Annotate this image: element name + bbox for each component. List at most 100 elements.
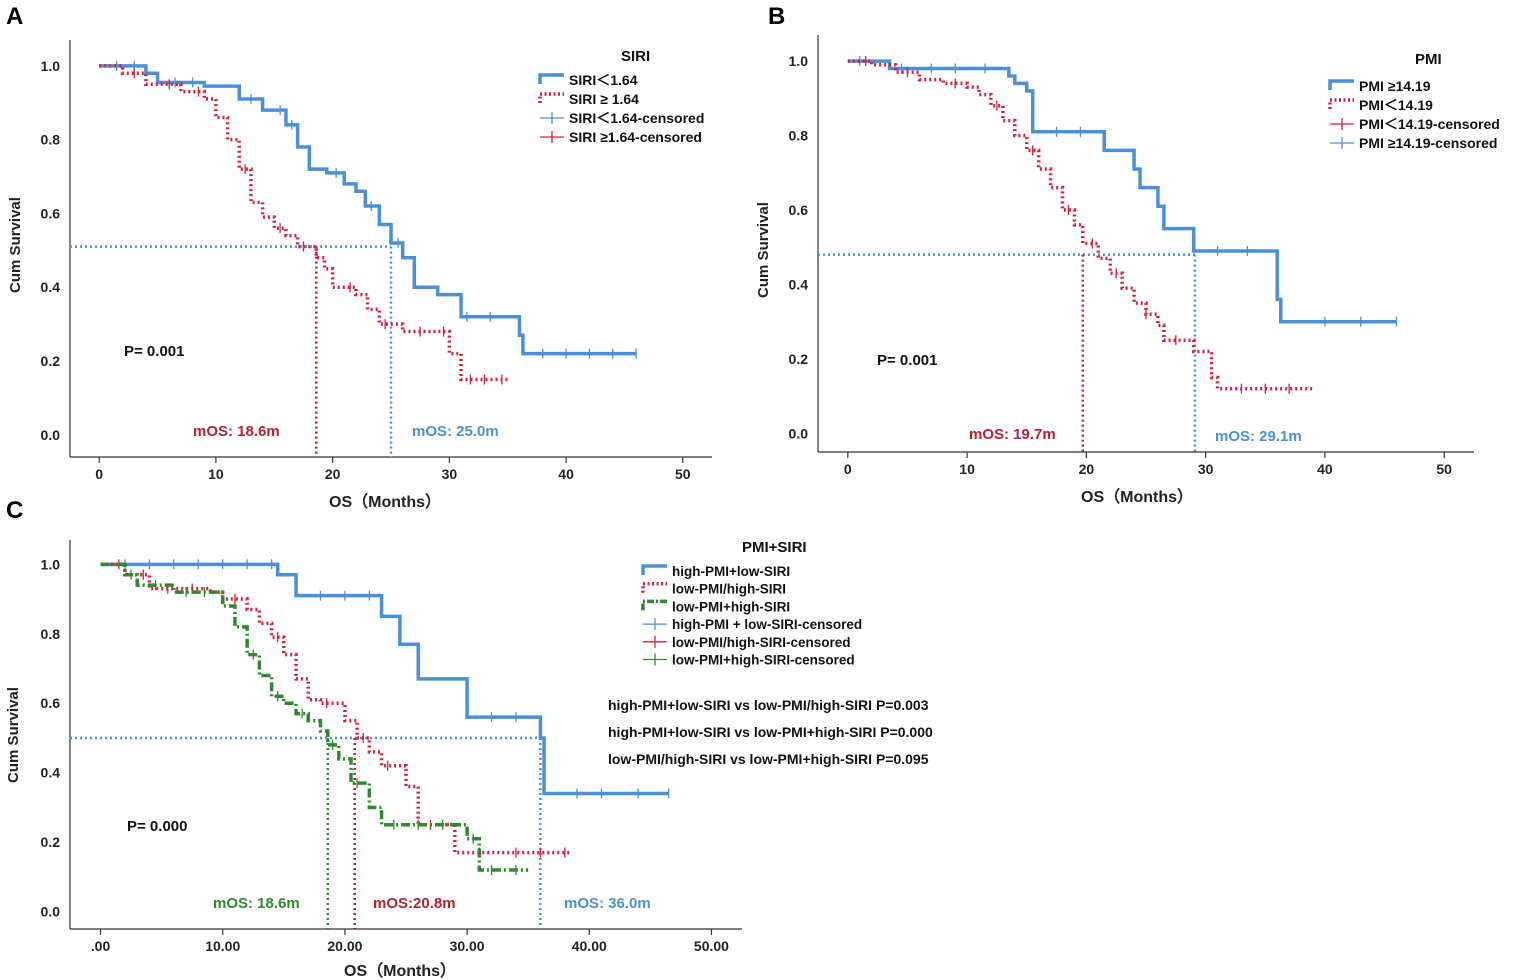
legend-entry: SIRI＜1.64-censored (540, 110, 704, 126)
legend-swatch (1328, 98, 1354, 109)
panel-c-axes: .00 10.00 20.00 30.00 40.00 50.00 0.0 0.2 0.4 0.… (41, 540, 742, 954)
x-tick-label: 50 (1436, 461, 1452, 477)
panel-b-legend: PMI PMI ≥14.19 PMI＜14.19 PMI＜14.19-censore… (1328, 51, 1500, 151)
x-tick-label: 40 (558, 466, 574, 482)
x-tick-label: 50 (675, 466, 691, 482)
legend-entry: SIRI ≥1.64-censored (540, 129, 702, 145)
y-tick-label: 1.0 (789, 53, 809, 69)
legend-label: low-PMI/high-SIRI-censored (672, 635, 851, 650)
comparison-text: high-PMI+low-SIRI vs low-PMI/high-SIRI P… (608, 697, 929, 713)
y-tick-label: 0.6 (41, 695, 61, 711)
x-tick-label: .00 (91, 938, 111, 954)
y-tick-label: 0.8 (41, 132, 61, 148)
legend-label: SIRI ≥1.64-censored (569, 129, 702, 145)
x-tick-label: 50.00 (694, 938, 729, 954)
legend-entry: PMI＜14.19 (1328, 97, 1433, 113)
panel-a-median-label-red: mOS: 18.6m (193, 423, 280, 440)
panel-c-legend-title: PMI+SIRI (742, 539, 807, 556)
x-tick-label: 30.00 (450, 938, 485, 954)
panel-b-label: B (768, 3, 785, 30)
legend-entry: PMI＜14.19-censored (1330, 116, 1500, 132)
panel-a: A 0 10 20 30 40 50 0.0 0.2 0.4 0.6 0.8 1.0 Cum Sur… (6, 3, 712, 511)
y-tick-label: 0.4 (41, 279, 61, 295)
panel-c-ylabel: Cum Survival (5, 687, 22, 783)
y-tick-label: 0.4 (41, 765, 61, 781)
panel-c: C .00 10.00 20.00 30.00 40.00 50.00 0.0 0.2 0.4… (5, 497, 933, 980)
panel-a-label: A (6, 3, 23, 30)
panel-c-comparisons: high-PMI+low-SIRI vs low-PMI/high-SIRI P… (608, 697, 933, 767)
legend-entry: PMI ≥14.19-censored (1330, 135, 1497, 151)
y-tick-label: 0.8 (41, 626, 61, 642)
legend-label: SIRI ≥ 1.64 (569, 91, 639, 107)
legend-label: PMI＜14.19-censored (1359, 116, 1500, 132)
panel-c-median-label-green: mOS: 18.6m (213, 895, 300, 912)
panel-b-ylabel: Cum Survival (755, 202, 772, 298)
legend-label: PMI ≥14.19-censored (1359, 135, 1497, 151)
y-tick-label: 0.2 (41, 353, 61, 369)
legend-entry: high-PMI+low-SIRI (641, 564, 790, 579)
survival-curve (100, 562, 571, 855)
comparison-text: high-PMI+low-SIRI vs low-PMI+high-SIRI P… (608, 724, 933, 740)
panel-c-label: C (6, 497, 23, 524)
legend-entry: low-PMI+high-SIRI (641, 599, 790, 614)
panel-c-xlabel: OS（Months） (344, 962, 456, 980)
legend-entry: high-PMI + low-SIRI-censored (643, 617, 862, 632)
panel-c-legend: PMI+SIRI high-PMI+low-SIRI low-PMI/high-S… (641, 539, 862, 668)
panel-a-axes: 0 10 20 30 40 50 0.0 0.2 0.4 0.6 0.8 1.0 (41, 40, 712, 482)
panel-b-legend-title: PMI (1415, 51, 1442, 68)
x-tick-label: 40 (1317, 461, 1333, 477)
panel-a-median-label-blue: mOS: 25.0m (412, 423, 499, 440)
legend-swatch (641, 564, 667, 575)
y-tick-label: 0.6 (789, 202, 809, 218)
survival-curve (99, 64, 508, 382)
x-tick-label: 40.00 (572, 938, 607, 954)
panel-a-legend-title: SIRI (621, 48, 650, 65)
legend-swatch (538, 92, 564, 103)
panel-b-xlabel: OS（Months） (1081, 488, 1193, 506)
panel-a-ylabel: Cum Survival (7, 197, 24, 293)
panel-b-axes: 0 10 20 30 40 50 0.0 0.2 0.4 0.6 0.8 1.0 (789, 35, 1474, 477)
x-tick-label: 20 (325, 466, 341, 482)
y-tick-label: 0.2 (41, 834, 61, 850)
legend-entry: SIRI ≥ 1.64 (538, 91, 639, 107)
x-tick-label: 20.00 (327, 938, 362, 954)
x-tick-label: 10 (208, 466, 224, 482)
survival-curve (100, 562, 529, 872)
survival-curve (847, 59, 1397, 324)
legend-swatch (1328, 79, 1354, 90)
y-tick-label: 0.4 (789, 276, 809, 292)
legend-label: low-PMI/high-SIRI (672, 582, 786, 597)
y-tick-label: 0.0 (41, 904, 61, 920)
y-tick-label: 1.0 (41, 58, 61, 74)
legend-swatch (538, 73, 564, 84)
panel-a-legend: SIRI SIRI＜1.64 SIRI ≥ 1.64 SIRI＜1.64-censo… (538, 48, 704, 145)
x-tick-label: 0 (95, 466, 103, 482)
y-tick-label: 1.0 (41, 556, 61, 572)
y-tick-label: 0.0 (789, 425, 809, 441)
y-tick-label: 0.6 (41, 205, 61, 221)
panel-a-pvalue: P= 0.001 (124, 343, 184, 360)
legend-label: low-PMI+high-SIRI-censored (672, 653, 855, 668)
comparison-text: low-PMI/high-SIRI vs low-PMI+high-SIRI P… (608, 751, 929, 767)
legend-label: PMI ≥14.19 (1359, 78, 1431, 94)
survival-curve (847, 59, 1313, 391)
panel-b-pvalue: P= 0.001 (877, 352, 937, 369)
legend-entry: SIRI＜1.64 (538, 72, 638, 88)
x-tick-label: 30 (442, 466, 458, 482)
legend-entry: low-PMI/high-SIRI-censored (643, 635, 851, 650)
y-tick-label: 0.8 (789, 128, 809, 144)
panel-b-median-label-blue: mOS: 29.1m (1215, 428, 1302, 445)
x-tick-label: 20 (1079, 461, 1095, 477)
panel-b-median-label-red: mOS: 19.7m (969, 426, 1056, 443)
legend-entry: low-PMI+high-SIRI-censored (643, 653, 855, 668)
legend-label: SIRI＜1.64 (569, 72, 638, 88)
x-tick-label: 10 (959, 461, 975, 477)
legend-entry: PMI ≥14.19 (1328, 78, 1431, 94)
panel-a-xlabel: OS（Months） (329, 493, 441, 511)
y-tick-label: 0.2 (789, 351, 809, 367)
legend-entry: low-PMI/high-SIRI (641, 581, 786, 597)
legend-swatch (641, 599, 667, 611)
survival-curve (99, 64, 637, 356)
legend-swatch (641, 581, 667, 593)
